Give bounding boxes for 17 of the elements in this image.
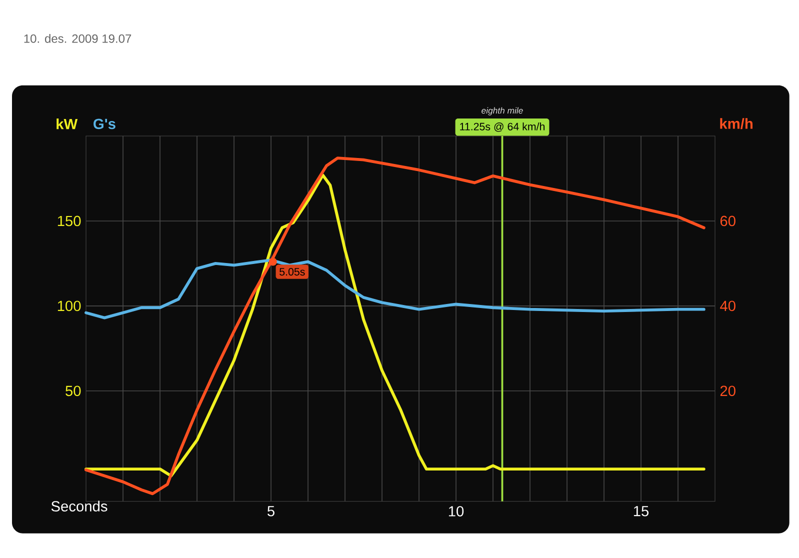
text: G's (94, 118, 116, 130)
annotation: 5.05s (280, 268, 305, 276)
y-tick-label: 50 (66, 386, 81, 396)
x-tick-label: 10 (448, 506, 464, 516)
text: eighth mile (482, 107, 523, 116)
y2-tick-label: 60 (720, 216, 736, 226)
text: km/h (720, 118, 752, 130)
text: kW (56, 118, 78, 130)
x-tick-label: 5 (268, 506, 274, 516)
x-tick-label: 15 (634, 506, 649, 516)
chart-subtitle: 10. des. 2009 19.07 (24, 34, 132, 43)
ref-line-label: 11.25s @ 64 km/h (460, 122, 545, 132)
y-tick-label: 100 (58, 300, 81, 312)
x-axis-title: Seconds (51, 500, 108, 512)
y-tick-label: 150 (58, 216, 81, 226)
y2-tick-label: 40 (720, 300, 736, 312)
y2-tick-label: 20 (720, 386, 736, 396)
